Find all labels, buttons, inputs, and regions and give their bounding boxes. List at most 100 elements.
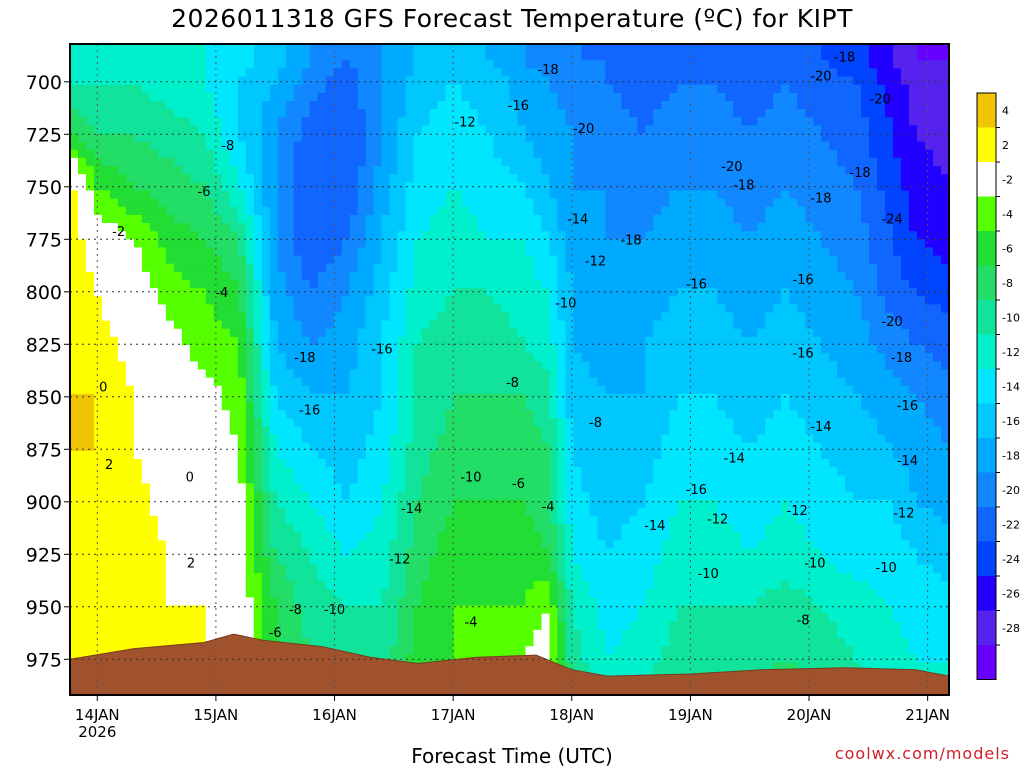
contour-cell bbox=[341, 231, 351, 240]
contour-cell bbox=[229, 125, 239, 135]
contour-cell bbox=[110, 589, 119, 598]
contour-cell bbox=[261, 442, 271, 452]
contour-cell bbox=[117, 280, 127, 289]
contour-cell bbox=[405, 621, 415, 631]
contour-cell bbox=[317, 572, 327, 582]
contour-cell bbox=[493, 304, 503, 314]
contour-cell bbox=[493, 483, 503, 493]
contour-cell bbox=[102, 157, 111, 167]
contour-cell bbox=[365, 92, 375, 102]
contour-cell bbox=[70, 84, 79, 94]
contour-cell bbox=[117, 239, 127, 248]
contour-cell bbox=[365, 190, 375, 200]
contour-cell bbox=[94, 646, 103, 655]
contour-cell bbox=[181, 638, 191, 647]
contour-cell bbox=[70, 44, 79, 53]
contour-cell bbox=[133, 149, 143, 159]
contour-cell bbox=[453, 353, 463, 362]
contour-cell bbox=[181, 499, 191, 509]
contour-cell bbox=[221, 247, 231, 257]
contour-cell bbox=[205, 328, 215, 338]
contour-cell bbox=[253, 418, 263, 427]
contour-cell bbox=[213, 572, 223, 582]
contour-cell bbox=[477, 206, 487, 216]
contour-cell bbox=[533, 223, 543, 232]
contour-cell bbox=[317, 353, 327, 362]
contour-cell bbox=[373, 589, 383, 598]
contour-cell bbox=[357, 507, 367, 517]
contour-cell bbox=[445, 296, 455, 305]
contour-cell bbox=[277, 60, 287, 69]
contour-cell bbox=[341, 247, 351, 257]
contour-cell bbox=[397, 516, 407, 525]
contour-cell bbox=[277, 589, 287, 598]
contour-cell bbox=[357, 52, 367, 61]
contour-cell bbox=[189, 157, 199, 167]
contour-cell bbox=[78, 532, 87, 541]
contour-cell bbox=[469, 621, 479, 631]
contour-cell bbox=[125, 263, 135, 273]
contour-cell bbox=[565, 52, 574, 61]
contour-cell bbox=[549, 214, 559, 224]
contour-cell bbox=[453, 336, 463, 346]
contour-cell bbox=[413, 198, 423, 208]
contour-cell bbox=[421, 328, 431, 338]
contour-cell bbox=[78, 174, 87, 183]
contour-cell bbox=[445, 524, 455, 533]
contour-cell bbox=[525, 532, 535, 541]
contour-cell bbox=[165, 613, 175, 623]
contour-cell bbox=[397, 336, 407, 346]
contour-cell bbox=[565, 247, 574, 257]
contour-cell bbox=[173, 206, 183, 216]
contour-cell bbox=[94, 564, 103, 574]
contour-cell bbox=[549, 296, 559, 305]
contour-cell bbox=[501, 263, 511, 273]
contour-cell bbox=[533, 597, 543, 607]
contour-cell bbox=[373, 166, 383, 175]
contour-cell bbox=[405, 654, 415, 663]
contour-cell bbox=[117, 141, 127, 151]
contour-cell bbox=[221, 345, 231, 354]
contour-cell bbox=[453, 44, 463, 53]
contour-cell bbox=[86, 190, 95, 200]
contour-cell bbox=[429, 255, 439, 265]
contour-cell bbox=[357, 499, 367, 509]
contour-cell bbox=[125, 92, 135, 102]
contour-cell bbox=[309, 556, 319, 566]
contour-cell bbox=[261, 385, 271, 395]
contour-cell bbox=[86, 638, 95, 647]
contour-cell bbox=[437, 540, 447, 550]
contour-cell bbox=[333, 280, 343, 289]
contour-cell bbox=[373, 141, 383, 151]
contour-cell bbox=[133, 296, 143, 305]
contour-cell bbox=[405, 491, 415, 501]
contour-cell bbox=[165, 459, 175, 468]
contour-cell bbox=[509, 92, 519, 102]
contour-cell bbox=[141, 280, 151, 289]
contour-cell bbox=[189, 385, 199, 395]
contour-cell bbox=[477, 271, 487, 281]
contour-cell bbox=[421, 247, 431, 257]
contour-cell bbox=[149, 361, 159, 371]
contour-cell bbox=[333, 125, 343, 135]
contour-cell bbox=[133, 109, 143, 118]
contour-cell bbox=[165, 223, 175, 232]
contour-cell bbox=[94, 84, 103, 94]
contour-cell bbox=[469, 572, 479, 582]
contour-cell bbox=[373, 556, 383, 566]
contour-cell bbox=[86, 507, 95, 517]
contour-cell bbox=[461, 605, 471, 615]
contour-cell bbox=[285, 239, 295, 248]
contour-cell bbox=[245, 402, 255, 411]
contour-cell bbox=[197, 280, 207, 289]
contour-cell bbox=[141, 369, 151, 379]
contour-cell bbox=[301, 385, 311, 395]
contour-cell bbox=[285, 385, 295, 395]
contour-cell bbox=[237, 166, 247, 175]
contour-cell bbox=[285, 629, 295, 639]
contour-cell bbox=[309, 581, 319, 590]
contour-cell bbox=[349, 459, 359, 468]
contour-cell bbox=[341, 426, 351, 436]
contour-cell bbox=[181, 589, 191, 598]
contour-cell bbox=[445, 442, 455, 452]
